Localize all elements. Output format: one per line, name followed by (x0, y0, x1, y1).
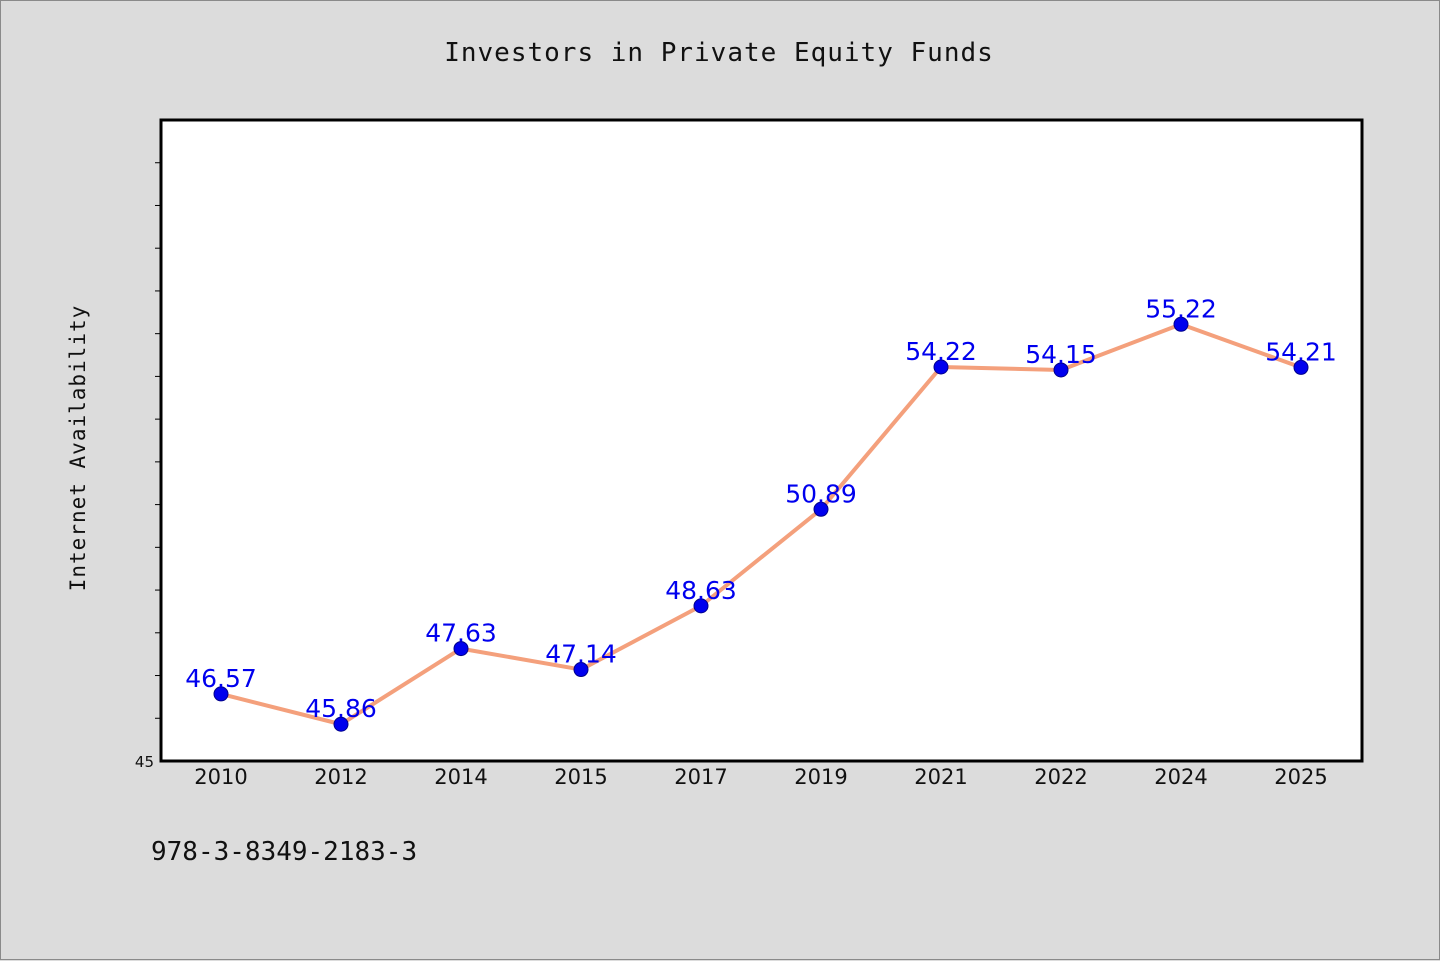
y-axis-ticks: 45 (135, 162, 161, 771)
data-point-markers (213, 316, 1309, 732)
y-axis-label: Internet Availability (66, 305, 90, 592)
data-point (453, 641, 469, 657)
chart-title: Investors in Private Equity Funds (444, 38, 994, 68)
x-tick-label: 2024 (1154, 765, 1207, 789)
data-point (1053, 362, 1069, 378)
x-tick-label: 2012 (314, 765, 367, 789)
x-tick-label: 2014 (434, 765, 487, 789)
x-tick-label: 2022 (1034, 765, 1087, 789)
x-tick-label: 2021 (914, 765, 967, 789)
data-point (1173, 316, 1189, 332)
data-label: 47.63 (425, 619, 497, 648)
plot-area (161, 120, 1362, 761)
data-point (693, 598, 709, 614)
x-tick-label: 2025 (1274, 765, 1327, 789)
data-point (333, 716, 349, 732)
x-tick-label: 2010 (194, 765, 247, 789)
data-point (933, 359, 949, 375)
data-point (573, 662, 589, 678)
x-tick-label: 2017 (674, 765, 727, 789)
data-label: 46.57 (185, 664, 257, 693)
data-label: 47.14 (545, 640, 617, 669)
data-label: 45.86 (305, 694, 377, 723)
y-tick-label: 45 (135, 753, 154, 771)
data-label: 55.22 (1145, 294, 1217, 323)
data-label: 54.21 (1265, 337, 1337, 366)
x-axis-ticks: 2010 2012 2014 2015 2017 2019 2021 2022 2024 2025 (194, 765, 1327, 789)
plot-frame (159, 118, 1364, 763)
series-line (219, 322, 1303, 727)
data-label: 48.63 (665, 576, 737, 605)
x-tick-label: 2015 (554, 765, 607, 789)
data-label: 54.15 (1025, 340, 1097, 369)
x-tick-label: 2019 (794, 765, 847, 789)
data-point (213, 686, 229, 702)
data-labels: 46.57 45.86 47.63 47.14 48.63 50.89 54.22 54.15… (185, 294, 1337, 723)
data-label: 50.89 (785, 479, 857, 508)
data-point (813, 501, 829, 517)
data-label: 54.22 (905, 337, 977, 366)
data-point (1293, 359, 1309, 375)
footer-code: 978-3-8349-2183-3 (151, 837, 418, 867)
